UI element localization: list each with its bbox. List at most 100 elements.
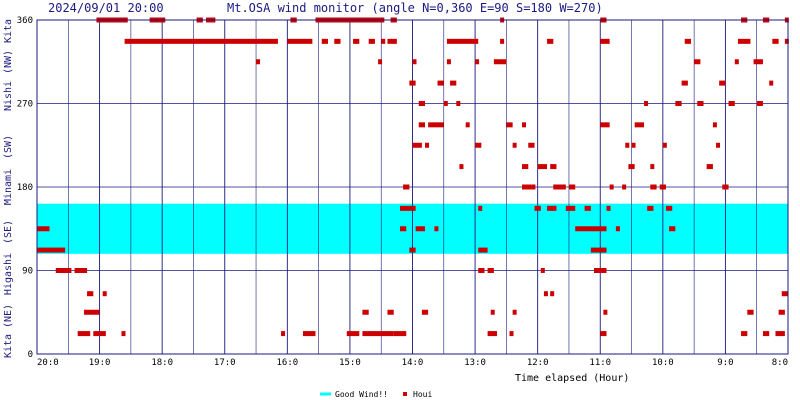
wind-point	[381, 38, 386, 44]
wind-point	[550, 164, 557, 170]
wind-point	[772, 38, 779, 44]
x-tick-label: 20:0	[37, 358, 59, 368]
wind-point	[778, 309, 785, 315]
wind-point	[593, 268, 607, 273]
wind-point	[334, 38, 341, 44]
wind-point	[77, 331, 91, 337]
direction-label: (SW)	[3, 135, 14, 159]
wind-point	[644, 101, 649, 106]
wind-point	[697, 101, 704, 106]
wind-point	[540, 268, 545, 273]
wind-point	[684, 38, 691, 44]
direction-labels: Kita (NE) Higashi (SE) Minami (SW) Nishi (NW) Ki…	[3, 19, 14, 358]
wind-point	[83, 309, 100, 315]
wind-point	[37, 226, 50, 232]
wind-point	[522, 184, 532, 190]
wind-point	[522, 122, 527, 128]
wind-point	[706, 164, 713, 170]
wind-point	[428, 122, 444, 128]
direction-label: (SE)	[3, 220, 14, 244]
wind-point	[302, 331, 316, 337]
wind-point	[321, 38, 329, 44]
wind-point	[102, 291, 107, 297]
wind-point	[600, 122, 610, 128]
x-axis-label: Time elapsed (Hour)	[515, 373, 629, 384]
wind-point	[500, 38, 505, 44]
wind-point	[659, 184, 666, 190]
wind-point	[550, 291, 555, 297]
wind-point	[628, 164, 635, 170]
wind-point	[537, 164, 548, 170]
wind-point	[493, 59, 507, 65]
wind-point	[603, 309, 608, 315]
wind-point	[55, 268, 72, 273]
wind-point	[362, 309, 369, 315]
wind-point	[121, 331, 126, 337]
wind-point	[403, 184, 410, 190]
wind-point	[512, 142, 517, 148]
y-tick-label: 90	[22, 267, 33, 277]
wind-point	[716, 142, 721, 148]
legend-series-swatch	[403, 392, 407, 396]
legend-series-label: Houi	[413, 390, 432, 399]
wind-point	[650, 184, 657, 190]
wind-point	[425, 142, 430, 148]
wind-point	[87, 291, 94, 297]
wind-point	[675, 101, 682, 106]
direction-label: Nishi	[3, 81, 14, 111]
wind-point	[634, 122, 645, 128]
wind-point	[694, 59, 701, 65]
wind-point	[512, 309, 517, 315]
wind-point	[547, 205, 557, 211]
wind-point	[509, 331, 514, 337]
x-tick-label: 12:0	[527, 358, 549, 368]
direction-label: Kita	[3, 334, 14, 358]
legend-band-label: Good Wind!!	[335, 390, 388, 399]
wind-point	[418, 101, 426, 106]
wind-point	[712, 122, 717, 128]
wind-point	[475, 59, 480, 65]
wind-point	[781, 291, 788, 297]
plot-frame	[36, 19, 789, 355]
wind-point	[647, 205, 654, 211]
wind-point	[631, 142, 636, 148]
wind-point	[590, 247, 607, 253]
x-tick-label: 10:0	[652, 358, 674, 368]
wind-point	[606, 205, 611, 211]
wind-point	[93, 331, 106, 337]
wind-point	[662, 142, 667, 148]
wind-point	[412, 142, 422, 148]
chart-timestamp: 2024/09/01 20:00	[48, 1, 164, 15]
wind-point	[409, 80, 416, 86]
x-tick-label: 11:0	[589, 358, 611, 368]
wind-point	[784, 38, 789, 44]
direction-label: (NW)	[3, 50, 14, 74]
x-tick-label: 9:0	[717, 358, 733, 368]
x-tick-label: 14:0	[402, 358, 424, 368]
x-tick-labels: 20:0 19:0 18:0 17:0 16:0 15:0 14:0 13:0 12:0 11:0…	[37, 358, 788, 368]
wind-point	[547, 38, 554, 44]
x-tick-label: 17:0	[214, 358, 236, 368]
wind-point	[443, 101, 448, 106]
wind-point	[753, 59, 763, 65]
wind-point	[434, 226, 439, 232]
wind-point	[478, 205, 483, 211]
wind-point	[528, 142, 535, 148]
wind-point	[737, 38, 751, 44]
wind-point	[124, 38, 278, 44]
wind-point	[600, 38, 610, 44]
direction-label: (NE)	[3, 304, 14, 328]
wind-point	[409, 247, 416, 253]
wind-point	[368, 38, 375, 44]
wind-point	[615, 226, 620, 232]
wind-point	[722, 184, 729, 190]
wind-point	[256, 59, 261, 65]
wind-point	[487, 331, 497, 337]
x-tick-label: 18:0	[151, 358, 173, 368]
wind-point	[412, 59, 417, 65]
wind-point	[734, 59, 739, 65]
wind-point	[387, 38, 397, 44]
wind-point	[387, 309, 394, 315]
wind-point	[650, 164, 655, 170]
wind-point	[531, 184, 536, 190]
